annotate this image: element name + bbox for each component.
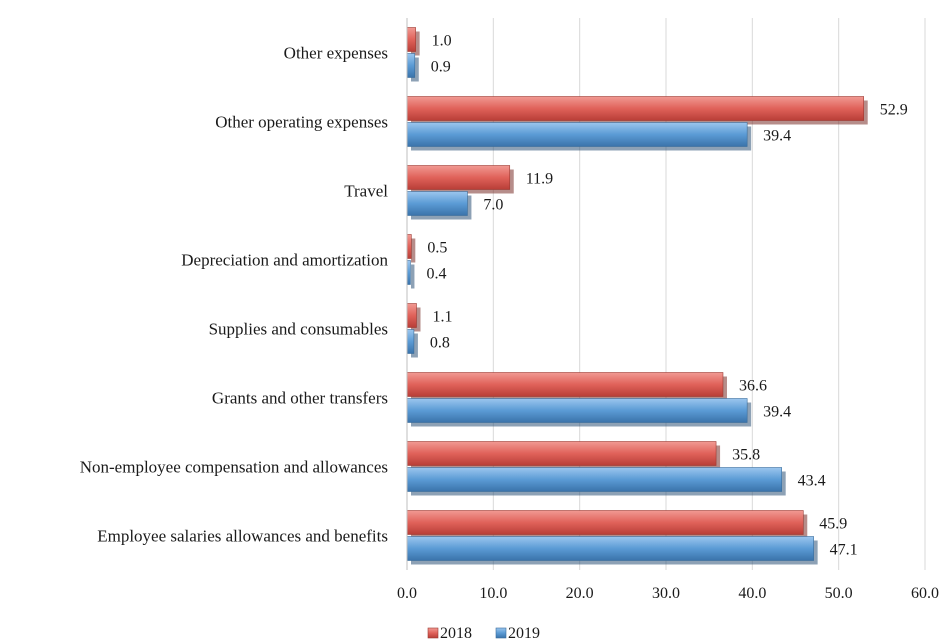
data-label: 52.9	[880, 102, 908, 119]
data-label: 39.4	[763, 404, 791, 421]
data-label: 1.0	[432, 33, 452, 50]
category-label: Other expenses	[284, 44, 388, 63]
x-tick-label: 50.0	[825, 585, 853, 602]
legend-swatch-2018	[427, 627, 439, 639]
bar-2018	[406, 234, 412, 259]
x-tick-label: 0.0	[397, 585, 417, 602]
bar-2019	[406, 122, 748, 147]
data-label: 35.8	[732, 447, 760, 464]
bar-shadow	[411, 264, 415, 289]
x-tick-label: 30.0	[652, 585, 680, 602]
category-label: Depreciation and amortization	[181, 251, 388, 270]
category-label: Supplies and consumables	[209, 320, 388, 339]
category-label: Non-employee compensation and allowances	[80, 458, 388, 477]
bar-shadow	[411, 238, 416, 263]
bars: 1.0 0.9 52.9 39.4 11.9 7.0 0.5 0.4 1.1 0.8 36.6 39.…	[406, 27, 908, 565]
value-axis: 0.0 10.0 20.0 30.0 40.0 50.0 60.0	[397, 18, 939, 602]
data-label: 36.6	[739, 378, 767, 395]
category-label: Employee salaries allowances and benefit…	[97, 527, 388, 546]
data-label: 0.5	[427, 240, 447, 257]
bar-2018	[406, 372, 724, 397]
bar-2019	[406, 191, 468, 216]
x-tick-label: 20.0	[566, 585, 594, 602]
bar-2019	[406, 536, 814, 561]
bar-2019	[406, 398, 748, 423]
legend-swatch-2019	[495, 627, 507, 639]
x-tick-label: 40.0	[738, 585, 766, 602]
category-label: Other operating expenses	[215, 113, 388, 132]
bar-2019	[406, 260, 411, 285]
data-label: 0.8	[430, 335, 450, 352]
bar-2018	[406, 510, 804, 535]
bar-2018	[406, 165, 511, 190]
data-label: 1.1	[432, 309, 452, 326]
legend-label: 2019	[508, 625, 540, 642]
data-label: 7.0	[483, 197, 503, 214]
x-tick-label: 10.0	[479, 585, 507, 602]
category-label: Grants and other transfers	[212, 389, 388, 408]
data-label: 0.9	[431, 59, 451, 76]
bar-shadow	[411, 333, 418, 358]
bar-2018	[406, 27, 416, 52]
data-label: 45.9	[819, 516, 847, 533]
bar-2019	[406, 467, 782, 492]
bar-2018	[406, 303, 417, 328]
data-label: 0.4	[426, 266, 446, 283]
bar-2018	[406, 441, 717, 466]
category-label: Travel	[344, 182, 388, 201]
legend-label: 2018	[440, 625, 472, 642]
data-label: 11.9	[526, 171, 553, 188]
data-label: 47.1	[830, 542, 858, 559]
bar-2019	[406, 329, 415, 354]
legend: 2018 2019	[427, 625, 540, 642]
bar-2019	[406, 53, 416, 78]
category-axis: Other expenses Other operating expenses Tr…	[80, 44, 389, 546]
bar-2018	[406, 96, 865, 121]
x-tick-label: 60.0	[911, 585, 939, 602]
data-label: 43.4	[798, 473, 826, 490]
data-label: 39.4	[763, 128, 791, 145]
